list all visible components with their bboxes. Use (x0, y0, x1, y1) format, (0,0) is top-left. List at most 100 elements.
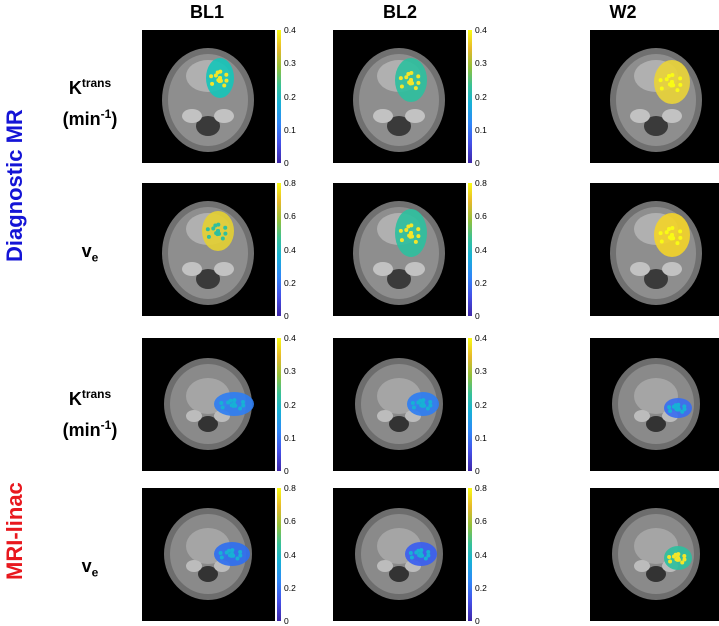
overlay-voxel (670, 225, 675, 230)
overlay-voxel (667, 405, 672, 410)
overlay-voxel (682, 407, 687, 412)
mri-image (142, 30, 275, 163)
colorbar-tick-label: 0 (475, 311, 480, 321)
colorbar-tick-label: 0.2 (284, 91, 296, 102)
overlay-voxel (399, 238, 404, 243)
overlay-voxel (404, 75, 409, 80)
colorbar-tick-label: 0 (475, 158, 480, 168)
overlay-voxel (404, 227, 409, 232)
colorbar-tick-label: 0.2 (475, 399, 487, 410)
overlay-voxel (408, 550, 413, 555)
colorbar-tick-label: 0.1 (284, 432, 296, 443)
colorbar-tick-label: 0.2 (475, 91, 487, 102)
overlay-voxel (398, 76, 403, 81)
mri-slice-graphic (612, 358, 700, 450)
overlay-voxel (238, 406, 243, 411)
overlay-voxel (668, 408, 673, 413)
overlay-voxel (232, 398, 237, 403)
overlay-voxel (666, 73, 671, 78)
overlay-voxel (666, 226, 671, 231)
overlay-voxel (416, 234, 421, 239)
overlay-voxel (230, 548, 235, 553)
overlay-voxel (219, 400, 224, 405)
overlay-voxel (671, 554, 676, 559)
mri-image (590, 488, 719, 621)
colorbar-tick-label: 0.8 (475, 483, 487, 493)
overlay-voxel (676, 557, 681, 562)
overlay-voxel (410, 400, 415, 405)
colorbar-tick-label: 0.4 (475, 25, 487, 35)
overlay-voxel (205, 227, 210, 232)
overlay-voxel (422, 403, 427, 408)
mri-slice-graphic (610, 201, 702, 305)
overlay-voxel (421, 398, 426, 403)
overlay-voxel (682, 557, 687, 562)
overlay-voxel (659, 86, 664, 91)
overlay-voxel (213, 223, 218, 228)
overlay-voxel (426, 550, 431, 555)
overlay-voxel (678, 82, 683, 87)
overlay-voxel (213, 73, 218, 78)
mri-slice-graphic (612, 508, 700, 600)
colorbar-tick-label: 0.2 (284, 582, 296, 593)
overlay-voxel (675, 241, 680, 246)
overlay-voxel (423, 556, 428, 561)
overlay-voxel (235, 556, 240, 561)
colorbar-tick-label: 0.2 (475, 582, 487, 593)
colorbar-tick-label: 0.8 (284, 178, 296, 188)
overlay-voxel (419, 548, 424, 553)
row-label-ktrans-linac: Ktrans (min-1) (62, 387, 118, 440)
column-header-bl1: BL1 (189, 2, 224, 22)
mri-image (333, 30, 466, 163)
overlay-voxel (224, 550, 229, 555)
overlay-voxel (231, 553, 236, 558)
colorbar-tick-label: 0 (284, 616, 289, 626)
colorbar-tick-label: 0.8 (475, 178, 487, 188)
colorbar-tick-label: 0 (475, 466, 480, 476)
colorbar-tick-label: 0.4 (284, 25, 296, 35)
overlay-voxel (670, 72, 675, 77)
colorbar (277, 183, 281, 316)
overlay-voxel (220, 405, 225, 410)
colorbar (277, 30, 281, 163)
mri-slice-graphic (610, 48, 702, 152)
colorbar (468, 30, 472, 163)
mri-slice-graphic (355, 508, 443, 600)
overlay-voxel (217, 231, 222, 236)
overlay-voxel (218, 78, 223, 83)
overlay-voxel (664, 230, 669, 235)
colorbar-tick-label: 0.3 (475, 366, 487, 377)
overlay-voxel (413, 239, 418, 244)
overlay-voxel (426, 553, 431, 558)
overlay-voxel (223, 231, 228, 236)
colorbar-tick-label: 0.6 (475, 211, 487, 222)
overlay-voxel (409, 70, 414, 75)
colorbar (468, 338, 472, 471)
column-header-w2: W2 (609, 2, 637, 22)
mri-image (333, 488, 466, 621)
overlay-voxel (682, 404, 687, 409)
colorbar-tick-label: 0 (475, 616, 480, 626)
overlay-voxel (399, 84, 404, 89)
overlay-voxel (219, 555, 224, 560)
colorbar-tick-label: 0 (284, 466, 289, 476)
colorbar-tick-label: 0.3 (284, 58, 296, 69)
overlay-voxel (216, 222, 221, 227)
overlay-voxel (406, 71, 411, 76)
overlay-voxel (658, 231, 663, 236)
overlay-voxel (428, 403, 433, 408)
colorbar-tick-label: 0.8 (284, 483, 296, 493)
colorbar (277, 338, 281, 471)
mri-image (142, 488, 275, 621)
overlay-voxel (206, 234, 211, 239)
overlay-voxel (428, 400, 433, 405)
mri-slice-graphic (162, 48, 254, 152)
mri-slice-graphic (162, 201, 254, 305)
overlay-voxel (670, 80, 674, 84)
colorbar-tick-label: 0.4 (284, 333, 296, 343)
overlay-voxel (409, 231, 413, 235)
overlay-voxel (416, 74, 421, 79)
colorbar-tick-label: 0 (284, 158, 289, 168)
colorbar (468, 488, 472, 621)
overlay-voxel (224, 72, 229, 77)
